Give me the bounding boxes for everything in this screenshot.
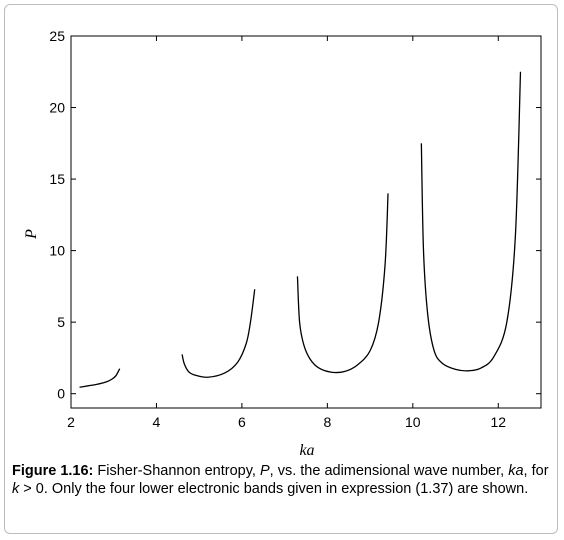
x-tick-label: 8 bbox=[323, 414, 331, 430]
y-tick-label: 20 bbox=[49, 100, 65, 116]
axis-ticks bbox=[70, 35, 541, 408]
caption-label: Figure 1.16: bbox=[12, 463, 94, 479]
x-tick-label: 12 bbox=[490, 414, 506, 430]
caption-var-k: k bbox=[12, 481, 20, 497]
chart: 2 4 6 8 10 12 0 5 10 15 20 25 ka P bbox=[23, 28, 542, 459]
x-tick-label: 2 bbox=[67, 414, 75, 430]
y-tick-label: 0 bbox=[57, 386, 65, 402]
band-curve-2 bbox=[181, 289, 256, 378]
y-tick-label: 25 bbox=[49, 28, 65, 44]
band-curves bbox=[79, 71, 522, 388]
figure-frame bbox=[4, 4, 558, 534]
band-curve-3 bbox=[296, 193, 389, 374]
caption-var-p: P bbox=[259, 463, 270, 479]
y-axis-title: P bbox=[23, 229, 40, 240]
caption-var-ka: ka bbox=[508, 463, 524, 479]
band-curve-1 bbox=[79, 368, 121, 388]
x-tick-label: 4 bbox=[153, 414, 161, 430]
y-tick-label: 5 bbox=[57, 314, 65, 330]
axis-tick-labels: 2 4 6 8 10 12 0 5 10 15 20 25 bbox=[49, 28, 506, 430]
caption-text-3: , for bbox=[523, 463, 549, 479]
x-axis-title: ka bbox=[299, 442, 314, 459]
y-tick-label: 10 bbox=[49, 243, 65, 259]
caption-text-4: > 0. Only the four lower electronic band… bbox=[19, 481, 529, 497]
plot-area bbox=[70, 35, 542, 409]
figure-caption: Figure 1.16: Fisher-Shannon entropy, P, … bbox=[12, 462, 550, 498]
caption-text-1: Fisher-Shannon entropy, bbox=[93, 463, 260, 479]
band-curve-4 bbox=[420, 71, 522, 372]
caption-text-2: , vs. the adimensional wave number, bbox=[269, 463, 509, 479]
x-tick-label: 6 bbox=[238, 414, 246, 430]
y-tick-label: 15 bbox=[49, 171, 65, 187]
x-tick-label: 10 bbox=[405, 414, 421, 430]
